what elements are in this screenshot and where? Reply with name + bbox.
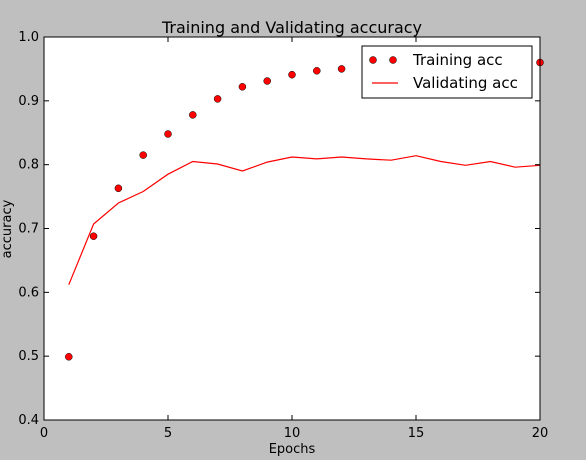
- training-acc-point: [114, 184, 123, 193]
- chart-title: Training and Validating accuracy: [161, 18, 422, 37]
- y-tick-label: 0.4: [18, 413, 39, 428]
- training-acc-point: [238, 83, 247, 91]
- y-tick-label: 0.8: [18, 158, 39, 173]
- training-acc-point: [288, 70, 296, 79]
- y-tick-label: 0.7: [18, 222, 39, 237]
- training-acc-point: [89, 232, 98, 240]
- legend-training-marker-2: [389, 56, 397, 64]
- legend-training-label: Training acc: [412, 51, 503, 69]
- training-acc-point: [313, 67, 321, 75]
- legend: Training acc Validating acc: [361, 45, 533, 99]
- plot-area: [44, 37, 540, 420]
- x-tick-label: 0: [40, 426, 48, 441]
- training-acc-point: [139, 151, 147, 159]
- training-acc-point: [337, 65, 346, 73]
- training-acc-point: [65, 353, 73, 361]
- legend-training-marker-1: [369, 56, 377, 64]
- training-acc-point: [213, 95, 222, 103]
- x-tick-label: 10: [284, 426, 301, 441]
- x-tick-label: 20: [532, 426, 549, 441]
- training-acc-point: [164, 130, 172, 138]
- x-tick-label: 5: [164, 426, 172, 441]
- x-axis-label: Epochs: [269, 442, 316, 457]
- training-acc-point: [263, 77, 271, 85]
- y-tick-label: 1.0: [18, 30, 39, 45]
- x-tick-label: 15: [408, 426, 425, 441]
- axis-ticks: 0 5 10 15 20 0.4 0.5 0.6 0.7 0.8 0.9 1.0: [18, 30, 548, 441]
- y-tick-label: 0.9: [18, 94, 39, 109]
- legend-box: [361, 45, 533, 99]
- y-tick-label: 0.5: [18, 349, 39, 364]
- validating-acc-line: [68, 155, 541, 285]
- training-acc-point: [189, 111, 197, 119]
- y-axis-label: accuracy: [0, 199, 15, 258]
- legend-validating-label: Validating acc: [413, 74, 518, 92]
- y-tick-label: 0.6: [18, 285, 39, 300]
